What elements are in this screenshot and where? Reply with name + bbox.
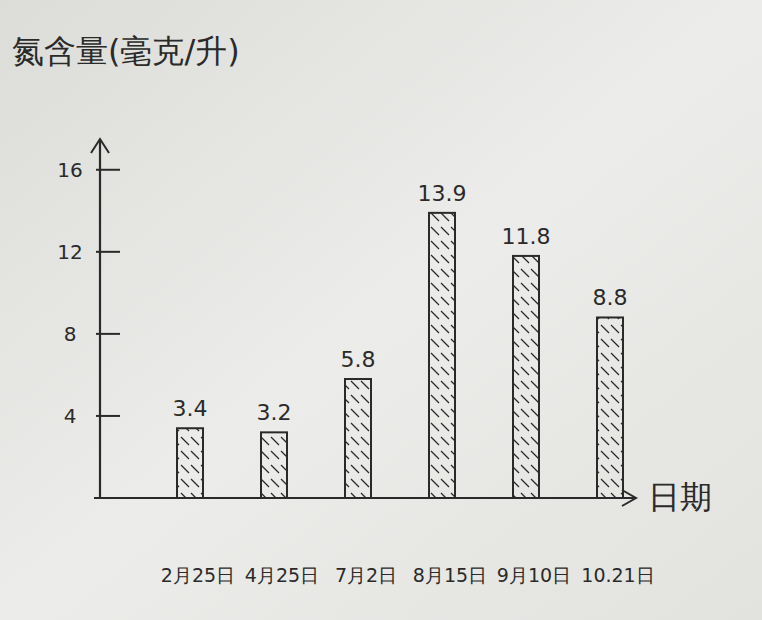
y-tick bbox=[96, 169, 120, 171]
y-tick-label: 4 bbox=[64, 404, 77, 428]
x-tick-label: 4月25日 bbox=[245, 564, 319, 586]
data-label: 3.2 bbox=[257, 400, 292, 425]
x-tick-label: 7月2日 bbox=[335, 564, 397, 586]
x-tick-label: 10.21日 bbox=[581, 564, 654, 586]
y-tick-label: 12 bbox=[57, 240, 82, 264]
x-tick-label: 9月10日 bbox=[497, 564, 571, 586]
data-label: 8.8 bbox=[593, 285, 628, 310]
bars bbox=[177, 213, 623, 498]
x-tick-label: 2月25日 bbox=[161, 564, 235, 586]
x-tick-label: 8月15日 bbox=[413, 564, 487, 586]
x-axis-arrow bbox=[622, 490, 636, 506]
bar bbox=[177, 428, 203, 498]
data-label: 5.8 bbox=[341, 347, 376, 372]
background bbox=[0, 0, 762, 620]
bar bbox=[261, 432, 287, 498]
bar bbox=[597, 317, 623, 498]
data-label: 13.9 bbox=[418, 181, 467, 206]
y-tick bbox=[96, 415, 120, 417]
data-label: 3.4 bbox=[173, 396, 208, 421]
bar bbox=[429, 213, 455, 498]
bar bbox=[345, 379, 371, 498]
y-axis bbox=[99, 139, 101, 498]
y-axis-label: 氮含量(毫克/升) bbox=[12, 32, 240, 70]
bar bbox=[513, 256, 539, 498]
y-tick-label: 16 bbox=[57, 158, 82, 182]
x-axis-label: 日期 bbox=[648, 478, 712, 516]
y-axis-arrow bbox=[91, 139, 109, 153]
y-tick-label: 8 bbox=[64, 322, 77, 346]
y-tick bbox=[96, 333, 120, 335]
data-label: 11.8 bbox=[502, 224, 551, 249]
chart: 4 8 12 16 3.4 3.2 5.8 13.9 11.8 8.8 2月25日 4月25日 7月2日… bbox=[0, 0, 762, 620]
y-tick bbox=[96, 251, 120, 253]
